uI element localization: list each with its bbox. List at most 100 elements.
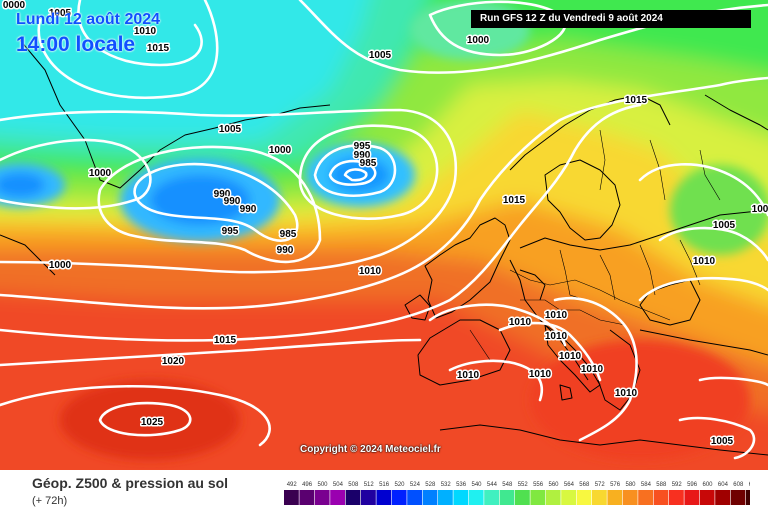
isobar-label: 1005 [711,436,734,447]
scale-tick-label: 552 [518,482,529,488]
isobar-label: 985 [280,229,297,240]
isobar-label: 1020 [162,356,185,367]
isobar-label: 1000 [89,168,112,179]
field-title: Géop. Z500 & pression au sol [32,475,229,491]
scale-swatch [422,490,438,505]
isobar-label: 100 [752,204,768,215]
isobar-label: 1010 [615,388,638,399]
isobar-label: 1000 [467,35,490,46]
scale-swatch [391,490,407,505]
scale-tick-label: 564 [564,482,575,488]
scale-swatch [484,490,499,505]
scale-tick-label: 520 [394,482,405,488]
isobar-label: 985 [360,158,377,169]
scale-tick-label: 496 [302,482,313,488]
scale-swatch [314,490,330,505]
scale-swatch [638,490,653,505]
scale-swatch [438,490,453,505]
scale-tick-label: 524 [410,482,421,488]
isobar-label: 990 [214,189,231,200]
scale-tick-label: 532 [441,482,452,488]
isobar-label: 1010 [545,310,568,321]
isobar-label: 1010 [529,369,552,380]
scale-swatch [530,490,546,505]
copyright-text: Copyright © 2024 Meteociel.fr [300,444,441,455]
isobar-label: 1015 [625,95,648,106]
scale-tick-label: 560 [548,482,559,488]
scale-swatch [515,490,530,505]
isobar-label: 1005 [369,50,392,61]
isobar-label: 1000 [269,145,292,156]
scale-tick-label: 568 [579,482,590,488]
scale-tick-label: 592 [672,482,683,488]
weather-map: 1005 1010 1015 1000 1005 1005 1000 995 990 985 100… [0,0,768,470]
scale-swatch [607,490,623,505]
isobar-label: 1010 [509,317,532,328]
isobar-label: 0000 [3,0,26,11]
scale-swatch [730,490,746,505]
scale-swatch [299,490,315,505]
isobar-label: 1010 [545,331,568,342]
scale-tick-label: 584 [641,482,652,488]
scale-tick-labels: 492 496 500 504 508 512 516 520 524 528 532 536 540 5… [287,482,750,488]
isobar-label: 1010 [359,266,382,277]
scale-swatch [330,490,345,505]
scale-tick-label: 508 [348,482,359,488]
isobar-label: 990 [277,245,294,256]
forecast-date: Lundi 12 août 2024 [16,11,161,28]
scale-swatch [746,490,750,505]
isobar-label: 1005 [219,124,242,135]
scale-swatch [284,490,299,505]
isobar-label: 1015 [214,335,237,346]
isobar-label: 1010 [581,364,604,375]
scale-tick-label: 608 [733,482,744,488]
scale-swatch [468,490,484,505]
run-info-banner: Run GFS 12 Z du Vendredi 9 août 2024 [471,10,751,28]
isobar-label: 1000 [49,260,72,271]
isobar-label: 990 [354,150,371,161]
isobar-label: 990 [240,204,257,215]
scale-swatch [622,490,638,505]
isobar-label: 1015 [503,195,526,206]
scale-tick-label: 528 [425,482,436,488]
scale-swatch [684,490,700,505]
scale-tick-label: 536 [456,482,467,488]
scale-swatch [561,490,576,505]
scale-tick-label: 500 [317,482,328,488]
scale-swatches [284,490,750,505]
isobar-label: 1005 [713,220,736,231]
scale-tick-label: 572 [595,482,606,488]
scale-swatch [715,490,730,505]
isobar-label: 1010 [559,351,582,362]
scale-tick-label: 492 [287,482,298,488]
isobar-label: 1005 [49,8,72,19]
scale-swatch [499,490,515,505]
scale-tick-label: 544 [487,482,498,488]
scale-tick-label: 604 [718,482,729,488]
isobar-label: 1025 [141,417,164,428]
isobar-label: 1010 [134,26,157,37]
scale-tick-label: 596 [687,482,698,488]
scale-swatch [653,490,669,505]
isobar-label: 990 [224,196,241,207]
scale-swatch [592,490,607,505]
scale-swatch [345,490,361,505]
scale-tick-label: 556 [533,482,544,488]
scale-swatch [545,490,561,505]
isobar-label: 1015 [147,43,170,54]
scale-swatch [376,490,392,505]
scale-tick-label: 588 [656,482,667,488]
scale-swatch [576,490,592,505]
forecast-local-time: 14:00 locale [16,33,136,56]
isobar-label: 1010 [457,370,480,381]
scale-tick-label: 548 [502,482,513,488]
borders [469,129,721,361]
color-scale: 492 496 500 504 508 512 516 520 524 528 532 536 540 5… [284,482,750,505]
scale-tick-label: 576 [610,482,621,488]
forecast-step: (+ 72h) [32,495,68,507]
scale-swatch [453,490,469,505]
scale-swatch [699,490,715,505]
scale-swatch [361,490,376,505]
